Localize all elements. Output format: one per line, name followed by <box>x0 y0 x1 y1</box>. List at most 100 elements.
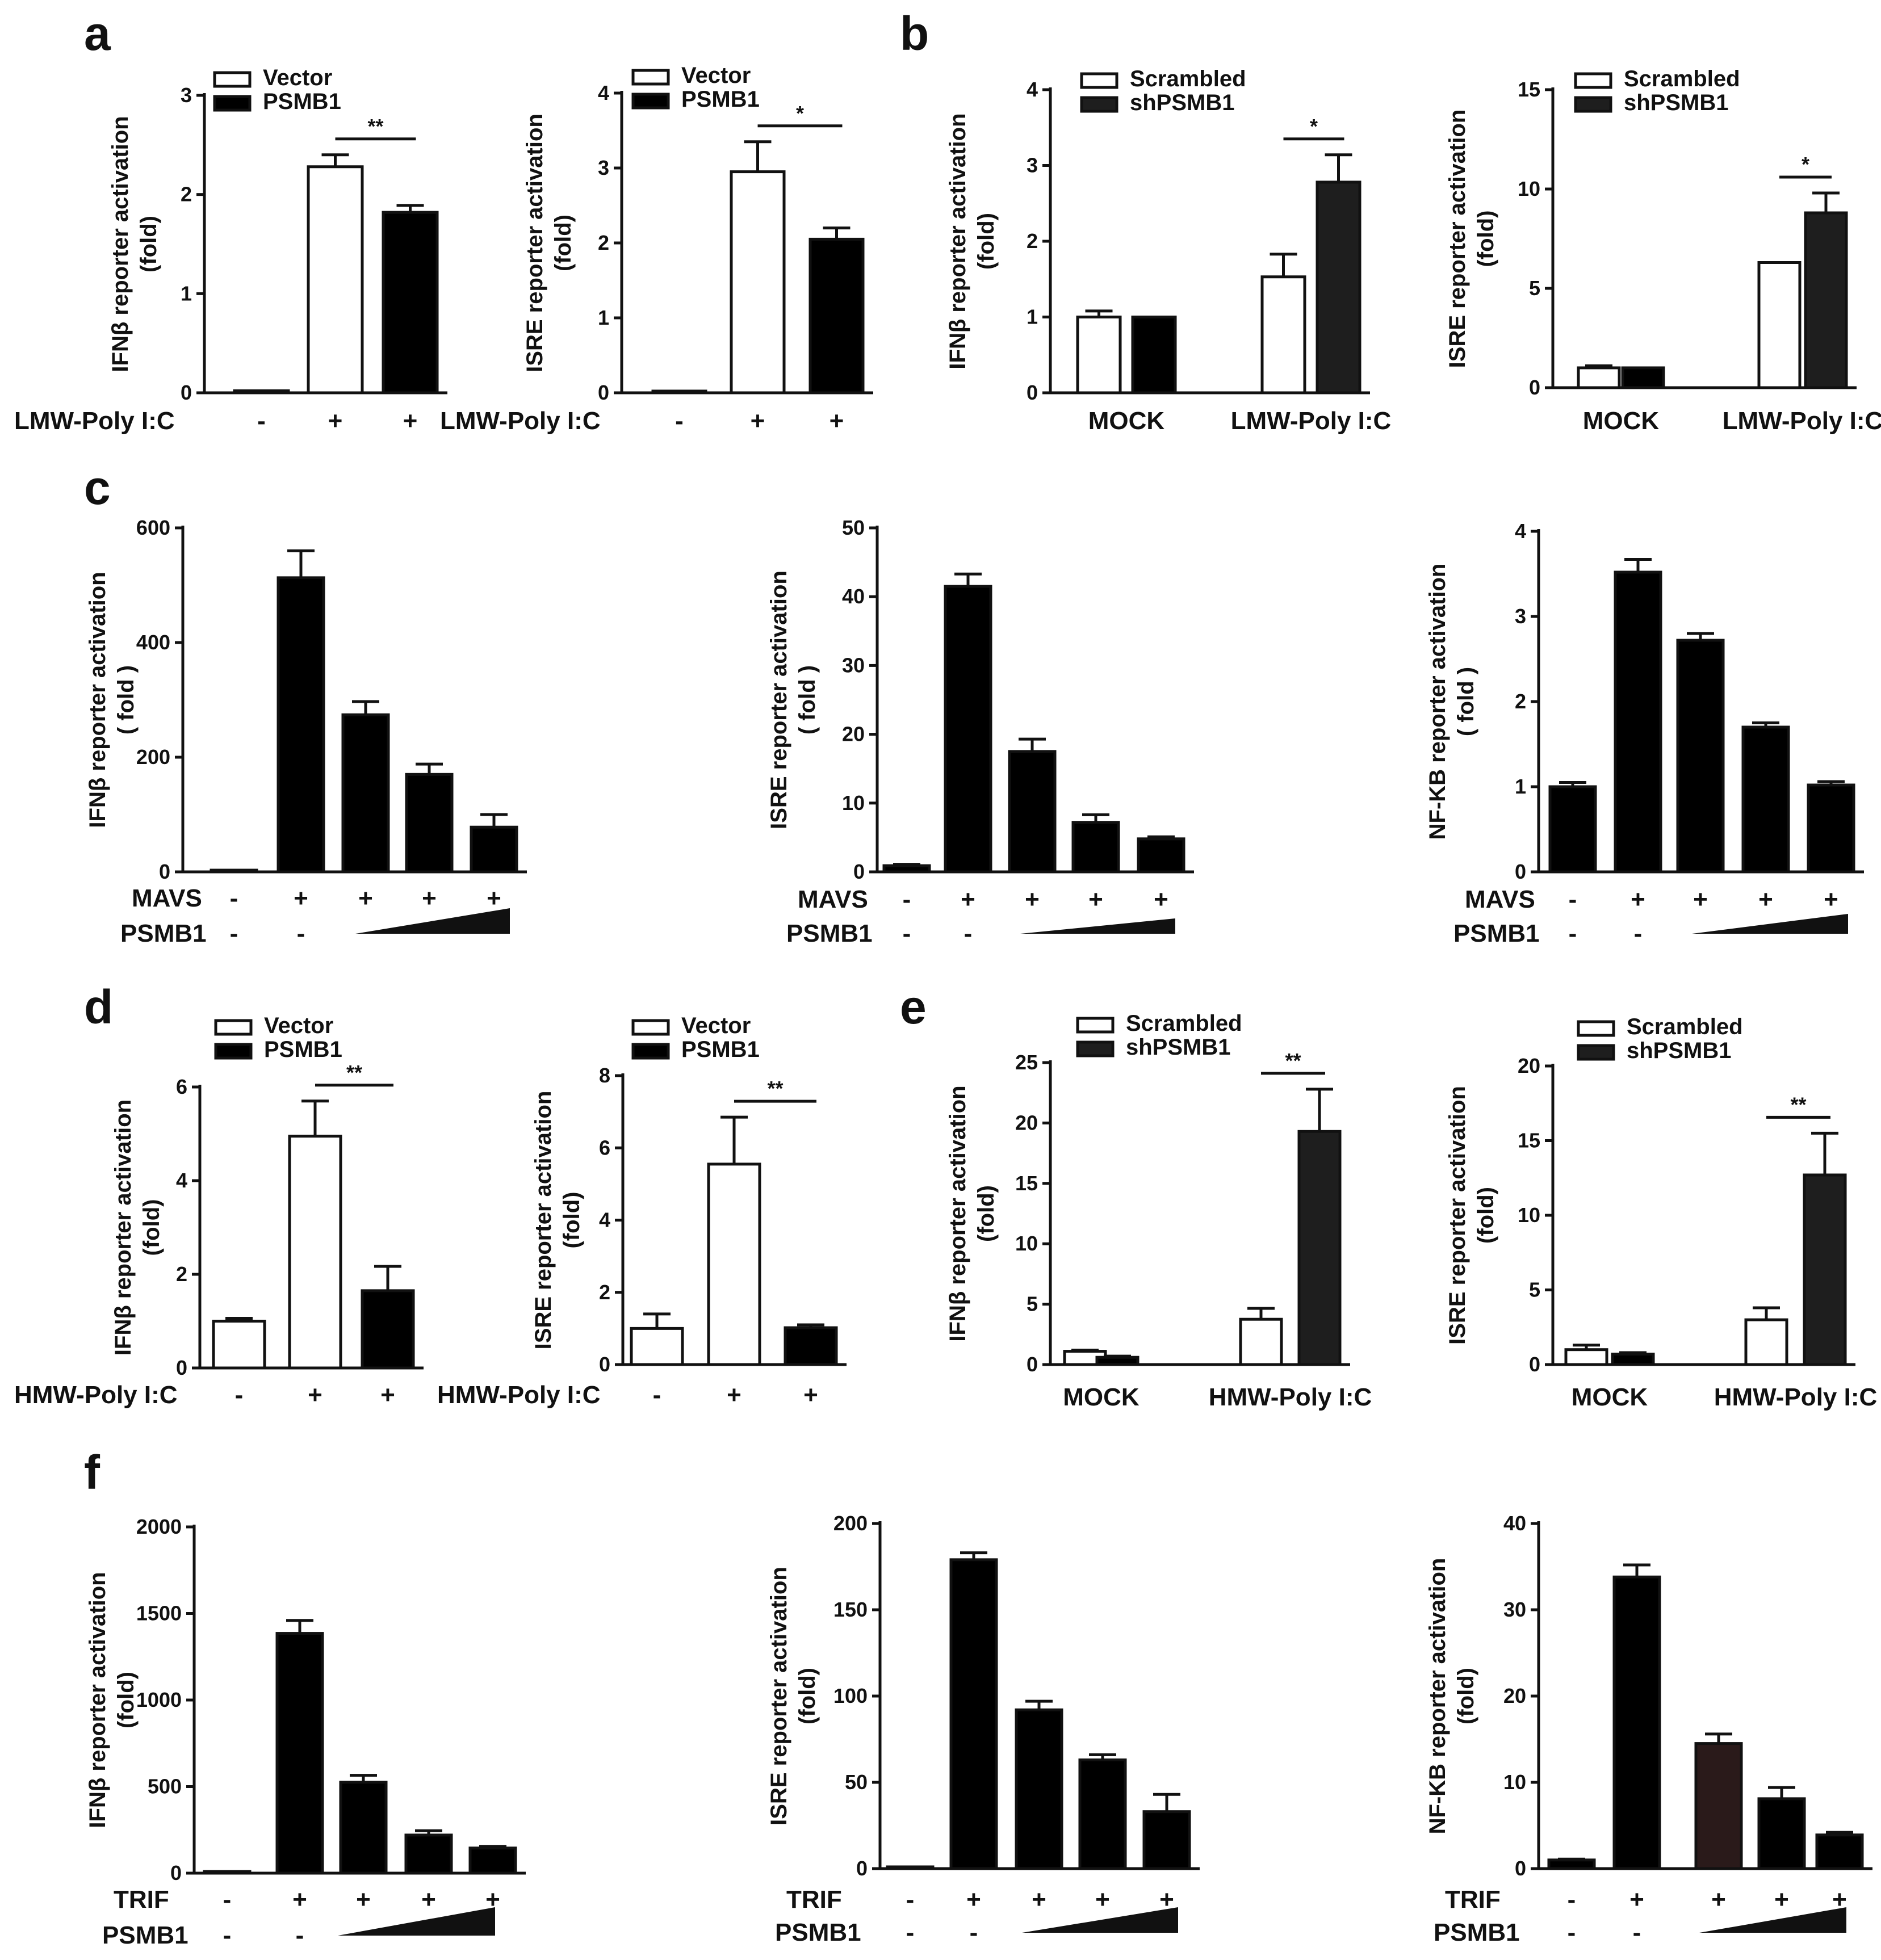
bar <box>1137 837 1185 874</box>
y-tick-label: 0 <box>1515 860 1526 883</box>
y-tick-label: 200 <box>833 1512 868 1535</box>
significance-label: ** <box>1285 1049 1301 1072</box>
legend-label: shPSMB1 <box>1126 1035 1231 1060</box>
x-row1-sign: + <box>1088 885 1103 913</box>
bar <box>203 1870 252 1875</box>
chart-b2: 0 5 10 15 ISRE reporter activation (fold) * Scr… <box>1445 66 1881 435</box>
x-row1-sign: + <box>1154 885 1168 913</box>
x-row2-sign: - <box>1634 920 1643 947</box>
bar <box>361 1289 415 1370</box>
x-row1-sign: + <box>1774 1886 1789 1913</box>
bar <box>1547 1858 1596 1870</box>
x-row1-sign: + <box>1758 885 1773 913</box>
y-tick-label: 3 <box>598 156 609 179</box>
y-axis-label: ISRE reporter activation <box>531 1091 556 1350</box>
x-row2-label: PSMB1 <box>775 1919 861 1946</box>
x-row2-sign: - <box>230 920 238 947</box>
y-tick-label: 0 <box>598 381 609 404</box>
y-axis-unit: (fold) <box>114 1672 139 1728</box>
bar <box>1260 275 1306 394</box>
x-row1-label: TRIF <box>1445 1886 1501 1913</box>
bar <box>1316 181 1361 394</box>
x-row2-sign: - <box>1568 1919 1576 1946</box>
y-tick-label: 0 <box>181 381 192 404</box>
x-row2-label: PSMB1 <box>786 920 873 947</box>
bar <box>288 1135 342 1370</box>
y-tick-label: 400 <box>136 631 170 654</box>
x-sign: + <box>751 407 765 435</box>
significance-label: * <box>1310 115 1318 138</box>
dose-wedge <box>355 908 510 934</box>
legend-label: PSMB1 <box>681 87 760 112</box>
y-axis-label: ISRE reporter activation <box>766 570 791 829</box>
dose-wedge <box>1020 918 1175 934</box>
y-tick-label: 20 <box>1015 1111 1038 1134</box>
y-tick-label: 4 <box>599 1208 610 1232</box>
bar <box>707 1162 761 1366</box>
y-tick-label: 40 <box>842 585 865 608</box>
y-tick-label: 6 <box>176 1075 187 1098</box>
chart-e2: 0 5 10 15 20 ISRE reporter activation (fold) **… <box>1445 1014 1877 1411</box>
y-axis-unit: ( fold ) <box>1453 667 1478 736</box>
x-row1-sign: + <box>1711 1886 1726 1913</box>
x-row2-sign: - <box>223 1921 232 1949</box>
x-sign: + <box>380 1381 395 1409</box>
y-axis-unit: (fold) <box>551 215 576 271</box>
y-axis-unit: (fold) <box>974 213 999 270</box>
y-tick-label: 5 <box>1027 1292 1038 1316</box>
bar <box>808 237 865 394</box>
bar <box>275 1632 324 1875</box>
y-tick-label: 1 <box>181 282 192 305</box>
x-row1-label: TRIF <box>786 1886 842 1913</box>
y-tick-label: 0 <box>1529 1353 1540 1376</box>
chart-d2: 0 2 4 6 8 ISRE reporter activation (fold) ** Vec… <box>437 1013 847 1409</box>
y-tick-label: 6 <box>599 1136 610 1159</box>
bar <box>730 170 786 394</box>
bar <box>1741 725 1790 874</box>
y-tick-label: 50 <box>842 516 865 539</box>
bar <box>339 1781 388 1875</box>
chart-c3: 0 1 2 3 4 NF-KB reporter activation( fold ) MA… <box>1425 519 1864 947</box>
x-group-label: LMW-Poly I:C <box>1231 407 1392 435</box>
bar <box>1611 1353 1655 1366</box>
significance-label: * <box>1802 153 1809 176</box>
bar <box>1612 1575 1661 1870</box>
chart-b1: b 0 1 2 3 4 IFNβ reporter activation (fold) * Scr… <box>900 7 1391 435</box>
chart-e1: e 0 5 10 15 20 25 IFNβ reporter activation (fold… <box>900 980 1372 1411</box>
bar <box>277 576 325 874</box>
legend-swatch <box>631 1043 670 1060</box>
x-row1-sign: + <box>1025 885 1040 913</box>
bar <box>1804 211 1848 389</box>
bar <box>949 1558 998 1870</box>
x-sign: + <box>830 407 844 435</box>
x-row1-label: MAVS <box>132 884 202 912</box>
y-axis-label: IFNβ reporter activation <box>945 113 970 369</box>
y-axis-label: IFNβ reporter activation <box>945 1085 970 1341</box>
y-tick-label: 0 <box>170 1861 182 1885</box>
y-axis-unit: (fold) <box>1453 1668 1478 1724</box>
legend-label: Scrambled <box>1624 66 1740 91</box>
legend-swatch <box>213 71 252 88</box>
bar <box>468 1846 517 1875</box>
y-tick-label: 0 <box>1027 381 1038 404</box>
y-tick-label: 4 <box>176 1169 187 1192</box>
y-tick-label: 1 <box>598 306 609 329</box>
y-axis-label: ISRE reporter activation <box>522 114 547 372</box>
y-tick-label: 1500 <box>136 1602 182 1625</box>
chart-f1: f 0 500 1000 1500 2000 IFNβ reporter activatio… <box>84 1446 526 1949</box>
significance-label: ** <box>767 1077 783 1100</box>
y-tick-label: 2 <box>1515 690 1526 713</box>
y-axis-label: NF-KB reporter activation <box>1425 1558 1450 1835</box>
bar <box>1744 1318 1788 1366</box>
y-axis-unit: (fold) <box>974 1185 999 1242</box>
y-tick-label: 0 <box>1515 1857 1526 1880</box>
y-tick-label: 5 <box>1529 1278 1540 1302</box>
y-axis-unit: (fold) <box>559 1192 584 1249</box>
y-axis-label: IFNβ reporter activation <box>85 1572 110 1828</box>
legend-swatch <box>1080 96 1118 113</box>
x-row1-sign: + <box>487 884 501 912</box>
bar <box>1757 1797 1806 1870</box>
x-row2-sign: - <box>906 1919 915 1946</box>
dose-wedge <box>1022 1907 1178 1933</box>
x-row2-label: PSMB1 <box>1453 920 1540 947</box>
